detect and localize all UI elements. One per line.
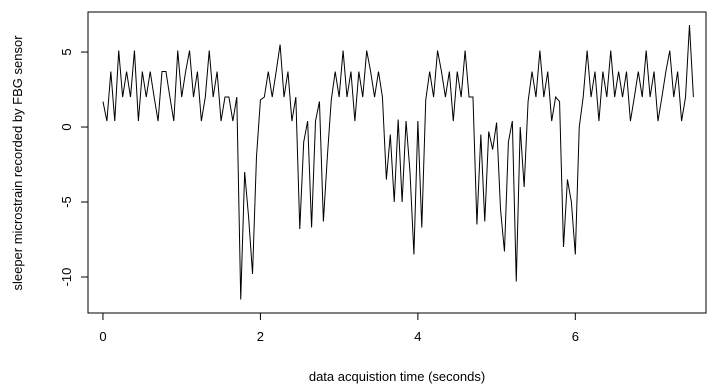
y-tick-label: 5 [59,48,74,55]
y-tick-label: -5 [59,196,74,208]
y-tick-label: -10 [59,268,74,287]
y-tick-label: 0 [59,123,74,130]
x-tick-label: 6 [572,329,579,344]
plot-box [87,11,707,314]
data-line [102,25,694,300]
x-axis-label: data acquistion time (seconds) [309,369,485,384]
x-tick-label: 0 [99,329,106,344]
x-tick-label: 2 [257,329,264,344]
y-axis-label: sleeper microstrain recorded by FBG sens… [10,35,25,291]
x-tick-label: 4 [414,329,421,344]
